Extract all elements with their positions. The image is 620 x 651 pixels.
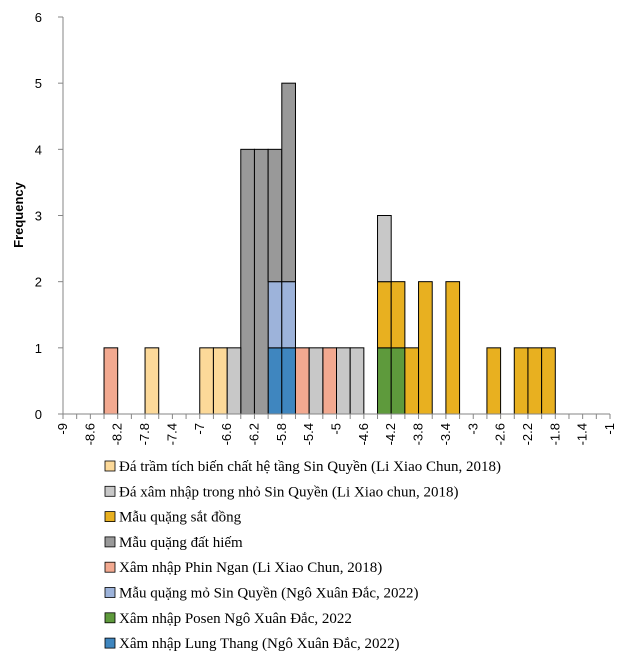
x-axis: -9 -8.6 -8.2 -7.8 -7.4 -7 -6.6 -6.2 -5.8 -5.4 -5 -4… — [55, 413, 617, 445]
y-tick-label: 2 — [35, 275, 42, 290]
y-tick-label: 6 — [35, 10, 42, 25]
histogram-bar — [377, 347, 392, 415]
histogram-bar — [445, 281, 461, 415]
x-tick-label: -2.2 — [520, 423, 535, 445]
legend-label: Mẫu quặng sắt đồng — [119, 510, 242, 526]
x-tick-label: -5.4 — [301, 423, 316, 445]
y-axis-title: Frequency — [11, 181, 26, 248]
y-tick-label: 3 — [35, 209, 42, 224]
x-tick-label: -3.4 — [438, 423, 453, 445]
y-tick-label: 0 — [35, 407, 42, 422]
histogram-bar — [281, 347, 296, 415]
histogram-bar — [199, 347, 214, 415]
x-tick-label: -8.2 — [110, 423, 125, 445]
y-tick-label: 1 — [35, 341, 42, 356]
histogram-bar — [253, 148, 269, 415]
histogram-bar — [486, 347, 502, 415]
legend: Đá trầm tích biến chất hệ tầng Sin Quyền… — [104, 459, 501, 651]
histogram-bar — [377, 215, 392, 283]
histogram-bar — [418, 281, 433, 415]
x-tick-label: -1 — [602, 423, 617, 435]
legend-swatch — [104, 511, 116, 523]
x-tick-label: -5.8 — [274, 423, 289, 445]
x-tick-label: -4.2 — [383, 423, 398, 445]
histogram-bar — [322, 347, 338, 415]
legend-swatch — [104, 485, 116, 497]
legend-swatch — [104, 587, 116, 598]
histogram-bar — [226, 347, 242, 415]
legend-label: Mẫu quặng đất hiếm — [119, 535, 243, 551]
x-tick-label: -7 — [192, 423, 207, 435]
histogram-bar — [103, 347, 119, 415]
legend-label: Xâm nhập Posen Ngô Xuân Đắc, 2022 — [119, 611, 352, 627]
histogram-bar — [294, 347, 310, 415]
histogram-bar — [267, 347, 283, 415]
x-tick-label: -3.8 — [411, 423, 426, 445]
histogram-bar — [267, 281, 283, 349]
histogram-bar — [308, 347, 324, 415]
histogram-bar — [212, 347, 228, 415]
histogram-bar — [349, 347, 365, 415]
histogram-bar — [144, 347, 160, 415]
legend-swatch — [104, 612, 116, 624]
histogram-bar — [527, 347, 543, 415]
histogram-bar — [541, 347, 556, 415]
x-tick-label: -1.4 — [575, 423, 590, 445]
histogram-bar — [281, 82, 296, 283]
x-tick-label: -5 — [329, 423, 344, 435]
x-tick-label: -7.8 — [137, 423, 152, 445]
x-tick-label: -7.4 — [164, 423, 179, 445]
y-axis: 0 1 2 3 4 5 6 — [35, 10, 64, 422]
x-tick-label: -2.6 — [493, 423, 508, 445]
histogram-bar — [281, 281, 296, 349]
histogram-bar — [513, 347, 529, 415]
y-tick-label: 5 — [35, 76, 42, 91]
histogram-bar — [240, 148, 255, 415]
legend-swatch — [104, 561, 116, 573]
legend-swatch — [104, 637, 116, 649]
x-tick-label: -8.6 — [82, 423, 97, 445]
histogram-bar — [390, 281, 406, 349]
x-tick-label: -6.2 — [246, 423, 261, 445]
y-tick-label: 4 — [35, 142, 42, 157]
legend-swatch — [104, 460, 116, 472]
x-tick-label: -1.8 — [547, 423, 562, 445]
x-tick-label: -4.6 — [356, 423, 371, 445]
histogram-bar — [390, 347, 406, 415]
histogram-bar — [377, 281, 392, 349]
bars-group — [103, 82, 556, 415]
histogram-bar — [267, 148, 283, 283]
histogram-bar — [404, 347, 420, 415]
x-tick-label: -3 — [465, 423, 480, 435]
legend-label: Đá xâm nhập trong nhỏ Sin Quyền (Li Xiao… — [119, 484, 459, 500]
legend-label: Xâm nhập Phin Ngan (Li Xiao Chun, 2018) — [119, 560, 382, 576]
legend-label: Xâm nhập Lung Thang (Ngô Xuân Đắc, 2022) — [119, 636, 400, 651]
legend-label: Đá trầm tích biến chất hệ tầng Sin Quyền… — [119, 459, 501, 475]
legend-swatch — [104, 536, 116, 548]
x-tick-label: -9 — [55, 423, 70, 435]
legend-label: Mẫu quặng mỏ Sin Quyền (Ngô Xuân Đắc, 20… — [119, 586, 419, 602]
histogram-bar — [336, 347, 351, 415]
x-tick-label: -6.6 — [219, 423, 234, 445]
